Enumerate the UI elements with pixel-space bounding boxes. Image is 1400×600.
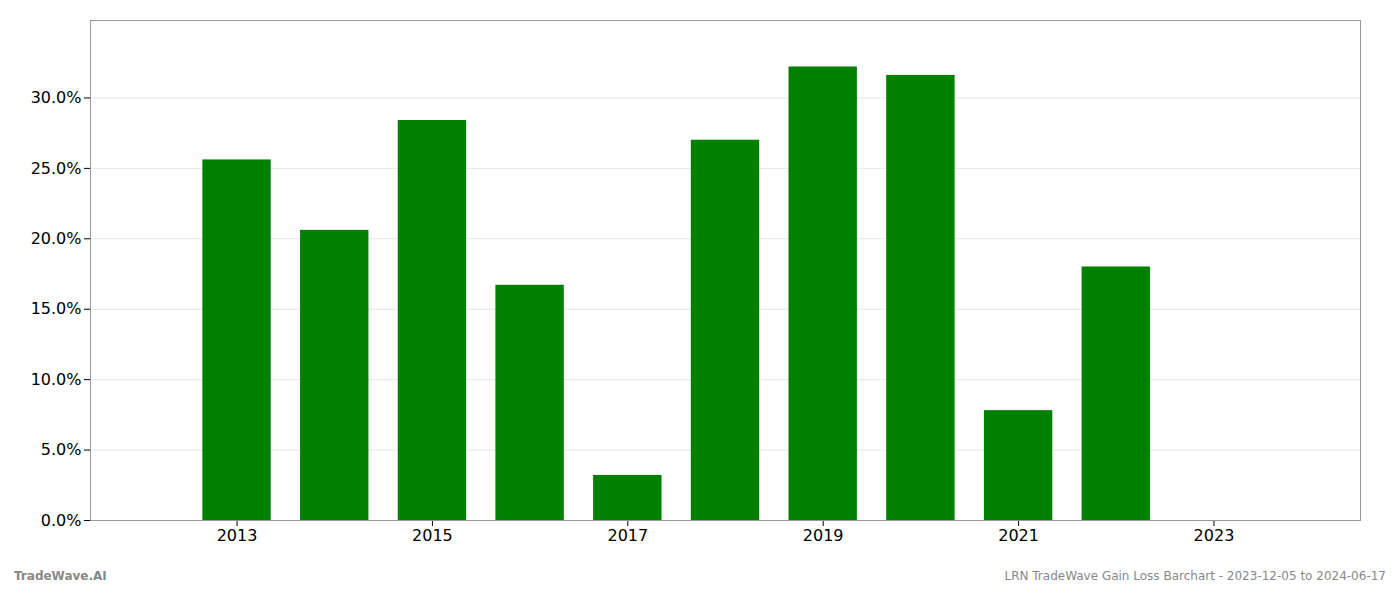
svg-text:2021: 2021 <box>998 526 1039 545</box>
svg-text:0.0%: 0.0% <box>41 511 82 530</box>
svg-text:2015: 2015 <box>412 526 453 545</box>
html-text:TradeWave.AI: TradeWave.AI <box>14 569 107 583</box>
svg-text:20.0%: 20.0% <box>31 229 82 248</box>
svg-text:30.0%: 30.0% <box>31 88 82 107</box>
svg-text:2023: 2023 <box>1194 526 1235 545</box>
svg-text:2019: 2019 <box>803 526 844 545</box>
svg-text:2017: 2017 <box>607 526 648 545</box>
svg-text:5.0%: 5.0% <box>41 440 82 459</box>
svg-text:10.0%: 10.0% <box>31 370 82 389</box>
svg-text:2013: 2013 <box>217 526 258 545</box>
html-text:LRN TradeWave Gain Loss Barcha: LRN TradeWave Gain Loss Barchart - 2023-… <box>1004 569 1386 583</box>
svg-text:25.0%: 25.0% <box>31 159 82 178</box>
svg-text:15.0%: 15.0% <box>31 299 82 318</box>
